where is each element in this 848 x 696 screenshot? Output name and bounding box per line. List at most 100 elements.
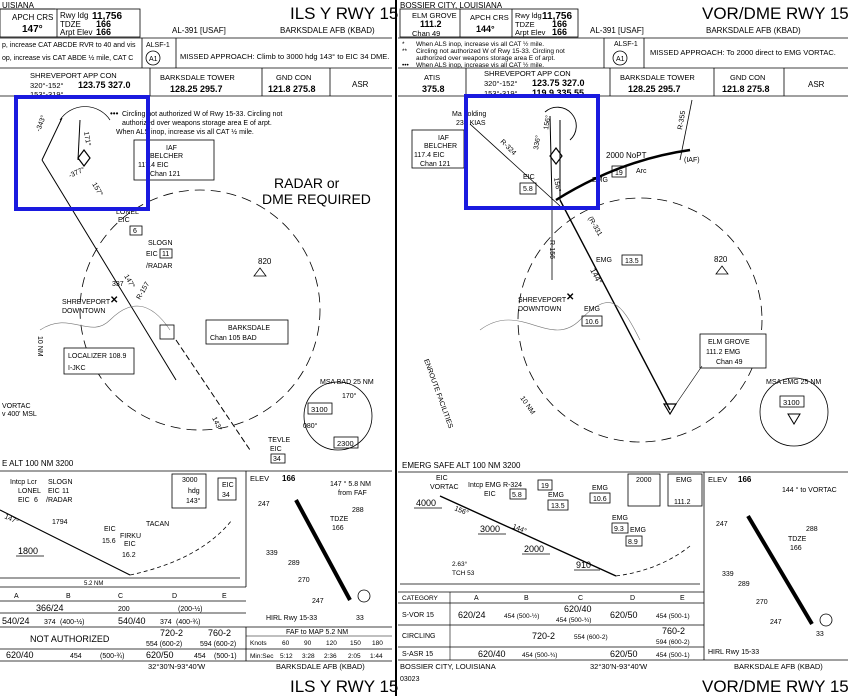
left-shreveport: SHREVEPORT — [62, 299, 111, 306]
left-tevle: TEVLE — [268, 437, 291, 444]
right-course-r324: R-324 — [499, 138, 518, 157]
left-title: ILS Y RWY 15 — [290, 4, 398, 23]
left-lonel-dme: 6 — [133, 228, 137, 235]
left-barksdale-box: BARKSDALE — [228, 325, 270, 332]
right-iaf: IAF — [438, 135, 449, 142]
right-course-336: 336° — [532, 135, 542, 151]
right-min-cat-a: A — [474, 595, 479, 602]
left-al-number: AL-391 [USAF] — [172, 26, 226, 35]
left-profile-143: 143° — [186, 497, 201, 505]
right-svor-ab: 620/24 — [458, 610, 486, 620]
right-missed-approach: MISSED APPROACH: To 2000 direct to EMG V… — [650, 48, 836, 57]
right-safe-alt: EMERG SAFE ALT 100 NM 3200 — [402, 461, 521, 470]
minsec-cell: 5:12 — [280, 653, 293, 660]
left-min-row4-3: (500-¾) — [100, 653, 125, 660]
left-profile-lonel: LONEL — [18, 488, 41, 495]
left-profile-gs: 5.2 NM — [84, 581, 103, 587]
right-note-4: When ALS inop, increase vis all CAT ½ mi… — [416, 61, 544, 69]
left-course-377: -377° — [67, 165, 86, 179]
right-iaf-2: (IAF) — [684, 157, 700, 164]
right-ad-247b: 247 — [770, 619, 782, 626]
right-svor-c2: 454 (500-¾) — [556, 617, 591, 624]
right-eic-dme: 5.8 — [523, 186, 533, 193]
left-msa-sector-2: 2300 — [337, 439, 354, 448]
right-arpt-elev: 166 — [552, 27, 567, 37]
right-profile-93: 9.3 — [614, 526, 624, 533]
left-app-con-freq: 123.75 327.0 — [78, 80, 131, 90]
left-location: UISIANA — [2, 1, 35, 10]
right-course-r156: R-156 — [548, 240, 555, 259]
left-profile-34: 34 — [222, 492, 230, 499]
left-msa-deg-1: 170° — [342, 392, 357, 400]
right-sasr-de: 620/50 — [610, 649, 638, 659]
right-profile-emg-89: EMG — [630, 527, 646, 534]
right-profile-emg-93: EMG — [612, 515, 628, 522]
right-profile-tch: TCH 53 — [452, 570, 475, 577]
left-course-157: 157° — [90, 181, 104, 198]
right-profile-emg-135: EMG — [548, 492, 564, 499]
right-min-cat-b: B — [524, 595, 529, 602]
left-rwy-ldg: 11,756 — [92, 11, 122, 22]
right-emg-1-dme: 13.5 — [625, 258, 639, 265]
svg-text:A1: A1 — [149, 56, 158, 63]
knots-cell: 90 — [304, 640, 312, 647]
left-circling-note-1: Circling not authorized W of Rwy 15-33. … — [122, 111, 282, 118]
left-tevle-dme: 34 — [273, 456, 281, 463]
left-ad-247: 247 — [258, 501, 270, 508]
right-profile-106: 10.6 — [593, 496, 607, 503]
left-vortac: VORTAC — [2, 403, 31, 410]
right-bottom-title: VOR/DME RWY 15 — [702, 677, 848, 696]
right-al-number: AL-391 [USAF] — [590, 26, 644, 35]
right-elm-grove-label: ELM GROVE — [412, 11, 457, 20]
right-min-cat-e: E — [680, 595, 685, 602]
left-min-row3-c: 720-2 — [160, 628, 183, 638]
right-bottom-airport: BARKSDALE AFB (KBAD) — [734, 662, 823, 671]
left-ad-note: 147 ° 5.8 NM — [330, 480, 371, 488]
left-min-row3-c2: 554 (600-2) — [146, 641, 182, 648]
right-ad-tdze-val: 166 — [790, 545, 802, 552]
left-app-con-label: SHREVEPORT APP CON — [30, 71, 117, 80]
left-min-row4-5: 454 — [194, 653, 206, 660]
left-min-cat-d: D — [172, 593, 177, 600]
left-circling-note-2: authorized over weapons storage area E o… — [122, 120, 272, 127]
left-obstacle-820: 820 — [258, 257, 272, 266]
right-emg-2: EMG — [584, 306, 600, 313]
svg-text:✕: ✕ — [110, 295, 118, 306]
right-belcher: BELCHER — [424, 143, 457, 150]
svg-text:**: ** — [402, 48, 408, 55]
right-emg-2-dme: 10.6 — [585, 319, 599, 326]
right-airport: BARKSDALE AFB (KBAD) — [706, 26, 801, 35]
left-knots-label: Knots — [250, 640, 267, 647]
right-course-144: 144° — [588, 267, 604, 286]
right-gnd-label: GND CON — [730, 73, 765, 82]
left-min-row2-3: (400-½) — [60, 618, 85, 626]
right-course-156b: 156° — [552, 177, 562, 193]
highlight-box-right — [464, 94, 600, 210]
left-iaf: IAF — [166, 145, 177, 152]
left-minsec-label: Min:Sec — [250, 653, 274, 660]
left-ad-247b: 247 — [312, 598, 324, 605]
right-profile-box-freq: 111.2 — [674, 499, 691, 506]
right-location: BOSSIER CITY, LOUISIANA — [400, 1, 503, 10]
left-belcher-chan: Chan 121 — [150, 171, 180, 178]
left-profile-slogn-dme: 11 — [62, 488, 69, 495]
right-circling-abc: 720-2 — [532, 631, 555, 641]
right-enroute: ENROUTE FACILITIES — [422, 358, 454, 429]
right-nopt: 2000 NoPT — [606, 151, 647, 160]
right-svor-label: S-VOR 15 — [402, 612, 434, 619]
right-min-cat-d: D — [630, 595, 635, 602]
left-profile-slogn: SLOGN — [48, 479, 73, 486]
left-app-con-radials-2: 153°-319° — [30, 90, 64, 99]
right-app-con-radials: 320°-152° — [484, 79, 518, 88]
left-lonel: LONEL — [116, 209, 139, 216]
left-profile-lonel-dme: 6 — [34, 497, 38, 504]
left-min-cat-e: E — [222, 593, 227, 600]
left-plate: UISIANA ILS Y RWY 15 APCH CRS 147° Rwy l… — [0, 1, 398, 696]
left-profile-eic-162: EIC — [124, 541, 136, 548]
right-profile-263: 2.63° — [452, 560, 468, 568]
left-safe-alt: E ALT 100 NM 3200 — [2, 459, 74, 468]
left-ad-hirl: HIRL Rwy 15-33 — [266, 615, 317, 622]
right-ad-hirl: HIRL Rwy 15-33 — [708, 649, 759, 656]
right-app-con-freq: 123.75 327.0 — [532, 78, 585, 88]
